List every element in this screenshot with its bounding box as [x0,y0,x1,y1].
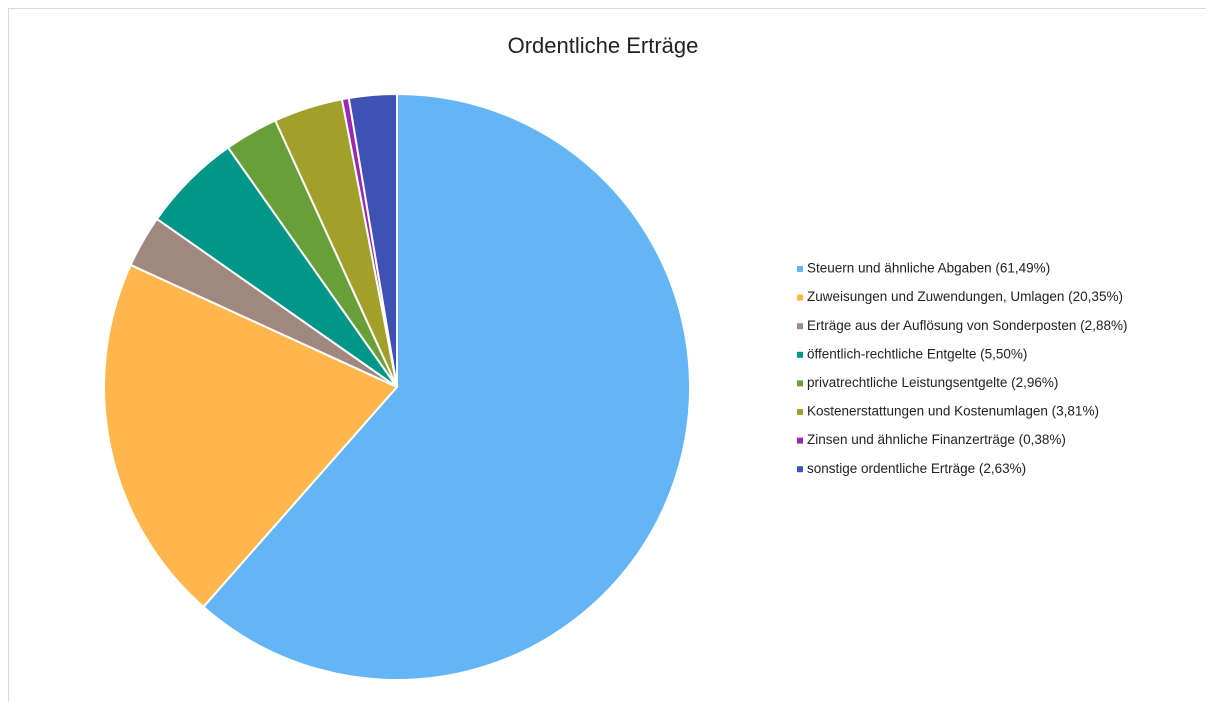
legend-label: Erträge aus der Auflösung von Sonderpost… [807,318,1127,333]
legend-marker [797,409,803,415]
pie-slice [103,263,399,609]
legend-marker [797,294,803,301]
pie-slice [347,92,398,388]
legend-label: sonstige ordentliche Erträge (2,63%) [807,461,1026,476]
legend-marker [797,466,803,473]
legend-label: Zinsen und ähnliche Finanzerträge (0,38%… [807,432,1066,447]
legend-marker [797,323,803,330]
pie-slice [201,92,691,681]
legend-marker [797,351,803,358]
legend-label: öffentlich-rechtliche Entgelte (5,50%) [807,346,1027,361]
chart-title: Ordentliche Erträge [508,33,699,58]
legend-label: Zuweisungen und Zuwendungen, Umlagen (20… [807,289,1123,304]
legend-label: Steuern und ähnliche Abgaben (61,49%) [807,261,1050,276]
legend-label: privatrechtliche Leistungsentgelte (2,96… [807,375,1058,390]
legend-marker [797,380,803,387]
legend-label: Kostenerstattungen und Kostenumlagen (3,… [807,404,1099,419]
legend-marker [797,437,803,444]
legend-marker [797,266,803,272]
